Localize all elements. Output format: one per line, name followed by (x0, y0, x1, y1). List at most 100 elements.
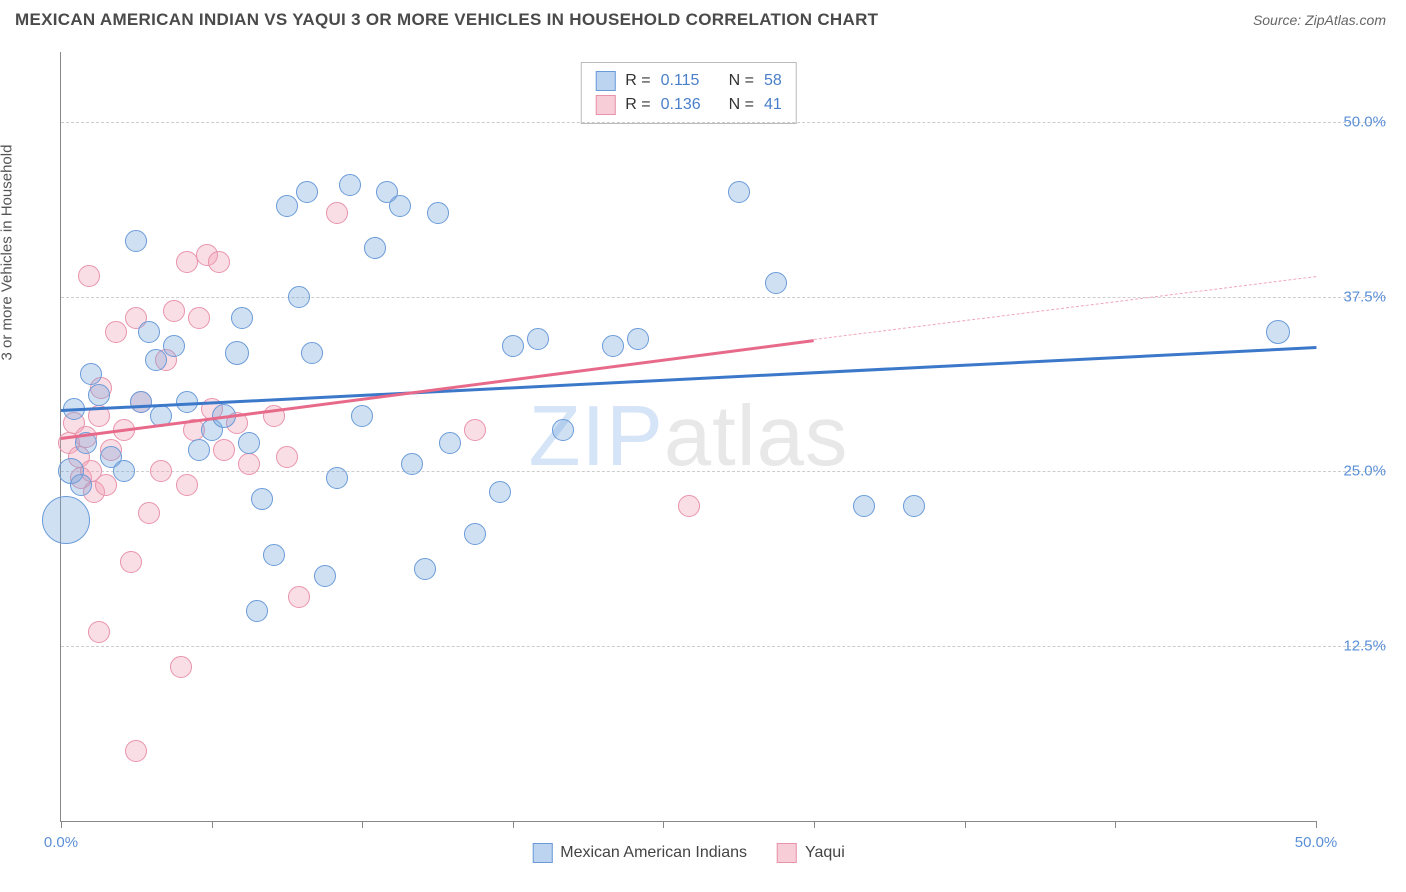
series-legend: Mexican American Indians Yaqui (532, 843, 845, 863)
data-point-blue (364, 237, 386, 259)
data-point-blue (502, 335, 524, 357)
gridline (61, 297, 1386, 298)
data-point-blue (276, 195, 298, 217)
n-value-blue: 58 (764, 72, 782, 90)
data-point-blue (163, 335, 185, 357)
legend-row-pink: R = 0.136 N = 41 (595, 93, 781, 117)
y-tick-label: 37.5% (1326, 288, 1386, 305)
watermark-part-b: atlas (664, 389, 849, 484)
watermark-part-a: ZIP (529, 389, 664, 484)
data-point-blue (552, 419, 574, 441)
r-value-pink: 0.136 (661, 96, 711, 114)
n-label: N = (729, 96, 754, 114)
n-label: N = (729, 72, 754, 90)
legend-label-pink: Yaqui (805, 844, 845, 862)
y-tick-label: 12.5% (1326, 638, 1386, 655)
legend-item-blue: Mexican American Indians (532, 843, 747, 863)
gridline (61, 646, 1386, 647)
x-tick-label: 0.0% (44, 834, 78, 851)
x-tick (965, 821, 966, 828)
data-point-pink (105, 321, 127, 343)
plot-area: ZIPatlas R = 0.115 N = 58 R = 0.136 N = … (60, 52, 1316, 822)
data-point-pink (326, 202, 348, 224)
n-value-pink: 41 (764, 96, 782, 114)
chart-container: 3 or more Vehicles in Household ZIPatlas… (15, 42, 1391, 877)
data-point-blue (238, 432, 260, 454)
data-point-blue (326, 467, 348, 489)
data-point-blue (527, 328, 549, 350)
source-name: ZipAtlas.com (1305, 12, 1386, 28)
data-point-pink (208, 251, 230, 273)
data-point-blue (427, 202, 449, 224)
r-value-blue: 0.115 (661, 72, 711, 90)
data-point-pink (150, 460, 172, 482)
data-point-pink (288, 586, 310, 608)
data-point-blue (853, 495, 875, 517)
data-point-pink (464, 419, 486, 441)
data-point-blue (351, 405, 373, 427)
data-point-blue (439, 432, 461, 454)
data-point-blue (125, 230, 147, 252)
swatch-pink-icon (595, 95, 615, 115)
trend-line (814, 276, 1316, 340)
data-point-pink (120, 551, 142, 573)
data-point-blue (301, 342, 323, 364)
x-tick (1316, 821, 1317, 828)
gridline (61, 471, 1386, 472)
data-point-pink (176, 474, 198, 496)
data-point-pink (176, 251, 198, 273)
data-point-blue (296, 181, 318, 203)
y-axis-label: 3 or more Vehicles in Household (0, 144, 16, 360)
data-point-blue (489, 481, 511, 503)
x-tick (362, 821, 363, 828)
data-point-blue (70, 474, 92, 496)
x-tick (1115, 821, 1116, 828)
data-point-pink (125, 740, 147, 762)
x-tick (212, 821, 213, 828)
data-point-blue (414, 558, 436, 580)
data-point-pink (678, 495, 700, 517)
data-point-blue (314, 565, 336, 587)
legend-label-blue: Mexican American Indians (560, 844, 747, 862)
data-point-pink (88, 621, 110, 643)
data-point-blue (88, 384, 110, 406)
data-point-blue (464, 523, 486, 545)
data-point-pink (78, 265, 100, 287)
data-point-blue (339, 174, 361, 196)
data-point-blue (765, 272, 787, 294)
data-point-blue (113, 460, 135, 482)
data-point-blue (42, 496, 90, 544)
data-point-pink (170, 656, 192, 678)
data-point-blue (401, 453, 423, 475)
correlation-legend: R = 0.115 N = 58 R = 0.136 N = 41 (580, 62, 796, 124)
data-point-pink (238, 453, 260, 475)
data-point-blue (389, 195, 411, 217)
data-point-blue (1266, 320, 1290, 344)
data-point-blue (728, 181, 750, 203)
data-point-blue (263, 544, 285, 566)
data-point-blue (130, 391, 152, 413)
r-label: R = (625, 72, 650, 90)
x-tick (61, 821, 62, 828)
data-point-pink (188, 307, 210, 329)
data-point-blue (288, 286, 310, 308)
data-point-blue (602, 335, 624, 357)
data-point-blue (138, 321, 160, 343)
data-point-blue (627, 328, 649, 350)
x-tick (814, 821, 815, 828)
x-tick-label: 50.0% (1295, 834, 1338, 851)
data-point-blue (246, 600, 268, 622)
data-point-blue (903, 495, 925, 517)
chart-title: MEXICAN AMERICAN INDIAN VS YAQUI 3 OR MO… (15, 10, 878, 30)
source-label: Source: (1253, 12, 1305, 28)
swatch-blue-icon (595, 71, 615, 91)
data-point-blue (231, 307, 253, 329)
legend-row-blue: R = 0.115 N = 58 (595, 69, 781, 93)
data-point-blue (188, 439, 210, 461)
x-tick (663, 821, 664, 828)
source-attribution: Source: ZipAtlas.com (1253, 12, 1386, 28)
data-point-blue (225, 341, 249, 365)
data-point-pink (163, 300, 185, 322)
swatch-blue-icon (532, 843, 552, 863)
data-point-pink (138, 502, 160, 524)
